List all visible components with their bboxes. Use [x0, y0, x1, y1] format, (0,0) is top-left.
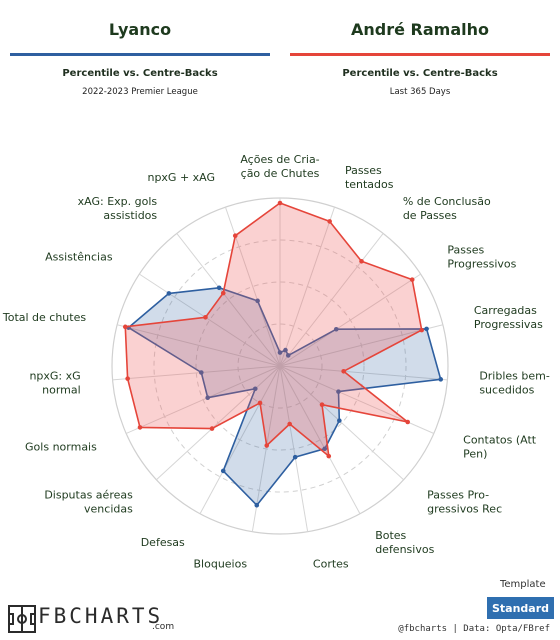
series-point-1 — [283, 347, 288, 353]
axis-label: npxG + xAG — [147, 171, 215, 184]
series-point-2 — [257, 400, 263, 406]
grid-ring — [237, 323, 323, 409]
series-point-1 — [216, 285, 222, 291]
grid-spoke — [279, 206, 336, 367]
axis-label: Ações de Cria-ção de Chutes — [240, 153, 319, 180]
axis-label: Bloqueios — [194, 557, 248, 570]
axis-label: Total de chutes — [2, 311, 87, 324]
series-point-2 — [203, 314, 208, 320]
axis-label: Botes defensivos — [375, 529, 434, 556]
series-point-2 — [326, 453, 332, 459]
axis-label: % de Conclusão de Passes — [403, 195, 491, 222]
series-point-2 — [405, 419, 410, 425]
series-point-2 — [419, 327, 424, 333]
grid-spoke — [176, 233, 281, 367]
series-point-1 — [220, 468, 226, 474]
series-point-2 — [327, 219, 332, 224]
series-point-1 — [254, 502, 260, 508]
series-point-2 — [277, 200, 283, 206]
series-point-2 — [220, 290, 226, 296]
series-point-1 — [438, 377, 444, 382]
grid-spoke — [279, 365, 448, 381]
grid-spoke — [279, 365, 309, 532]
series-area-1 — [127, 286, 442, 507]
grid-spoke — [199, 365, 281, 514]
series-point-1 — [336, 389, 341, 394]
axis-label: npxG: xG normal — [29, 370, 80, 397]
series-point-2 — [341, 368, 346, 374]
series-point-2 — [287, 421, 292, 427]
grid-spoke — [279, 365, 361, 514]
series-point-1 — [337, 418, 342, 423]
series-point-1 — [322, 446, 328, 452]
series-point-1 — [333, 326, 339, 332]
template-standard-button[interactable]: Standard — [487, 597, 554, 619]
data-credit: @fbcharts | Data: Opta/FBref — [398, 624, 550, 634]
brand-suffix: .com — [152, 622, 175, 632]
series-point-1 — [285, 353, 291, 358]
axis-label: Gols normais — [25, 440, 97, 453]
grid-ring — [195, 281, 365, 451]
axis-label: Cortes — [313, 557, 349, 570]
series-point-2 — [125, 376, 130, 381]
grid-spoke — [125, 365, 281, 434]
series-point-1 — [277, 350, 283, 355]
series-point-1 — [252, 386, 258, 392]
grid-spoke — [279, 365, 404, 481]
player1-subtitle: Percentile vs. Centre-Backs — [62, 68, 218, 79]
series-point-1 — [292, 454, 298, 460]
grid-spoke — [117, 324, 281, 367]
player1-period: 2022-2023 Premier League — [82, 87, 198, 97]
player2-name: André Ramalho — [351, 20, 489, 39]
axis-label: Passes Progressivos — [447, 244, 516, 271]
series-point-2 — [232, 233, 238, 239]
brand-name: FBCHARTS — [38, 604, 164, 628]
series-point-2 — [209, 426, 215, 431]
grid-ring — [153, 239, 407, 493]
axis-label: Passes Pro-gressivos Rec — [427, 488, 502, 515]
series-point-1 — [166, 291, 172, 296]
player2-period: Last 365 Days — [389, 87, 451, 97]
series-point-2 — [122, 324, 128, 330]
grid-spoke — [279, 273, 421, 367]
grid-spoke — [156, 365, 281, 481]
grid-spoke — [139, 273, 281, 367]
axis-label: Passes tentados — [345, 164, 394, 191]
series-point-2 — [409, 277, 415, 282]
axis-label: Contatos (Att Pen) — [463, 433, 537, 460]
axis-label: Dribles bem-sucedidos — [479, 370, 550, 397]
fbcharts-logo-icon — [8, 605, 36, 633]
series-point-2 — [264, 443, 270, 448]
series-point-1 — [255, 298, 260, 304]
axis-label: xAG: Exp. gols assistidos — [78, 195, 158, 222]
series-point-2 — [359, 258, 364, 264]
player2-color-bar — [290, 53, 550, 56]
series-point-2 — [319, 402, 325, 407]
series-point-2 — [137, 425, 143, 430]
grid-spoke — [279, 324, 443, 367]
axis-label: Assistências — [45, 251, 113, 264]
series-point-1 — [205, 395, 210, 401]
grid-spoke — [279, 233, 384, 367]
axis-label: Defesas — [141, 536, 185, 549]
player1-name: Lyanco — [108, 20, 172, 39]
series-area-2 — [124, 202, 423, 457]
player1-color-bar — [10, 53, 270, 56]
axis-label: Carregadas Progressivas — [474, 304, 543, 331]
series-point-1 — [199, 370, 204, 375]
template-label: Template — [500, 579, 546, 590]
axis-label: Disputas aéreas vencidas — [44, 488, 133, 515]
series-point-1 — [424, 326, 429, 332]
grid-spoke — [112, 365, 281, 381]
player2-subtitle: Percentile vs. Centre-Backs — [342, 68, 498, 79]
